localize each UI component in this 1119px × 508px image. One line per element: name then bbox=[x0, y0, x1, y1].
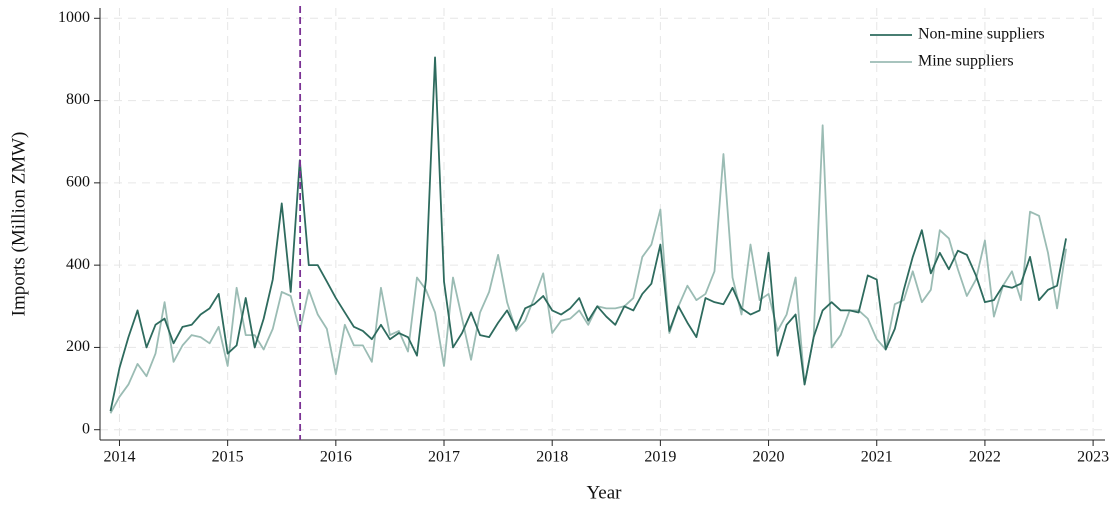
x-tick-label: 2015 bbox=[212, 449, 244, 466]
x-tick-label: 2019 bbox=[644, 449, 676, 466]
series-line bbox=[109, 124, 1067, 414]
y-tick-label: 200 bbox=[66, 338, 90, 355]
x-tick-label: 2021 bbox=[861, 449, 893, 466]
y-tick-label: 400 bbox=[66, 256, 90, 273]
legend-label: Non-mine suppliers bbox=[918, 26, 1045, 43]
x-tick-label: 2020 bbox=[753, 449, 785, 466]
y-tick-label: 600 bbox=[66, 174, 90, 191]
x-tick-label: 2017 bbox=[428, 449, 460, 466]
y-axis-label: Imports (Million ZMW) bbox=[8, 132, 29, 317]
x-tick-label: 2022 bbox=[969, 449, 1001, 466]
x-tick-label: 2014 bbox=[103, 449, 135, 466]
x-tick-label: 2018 bbox=[536, 449, 568, 466]
series-line bbox=[109, 56, 1067, 412]
x-axis-label: Year bbox=[586, 482, 622, 503]
x-tick-label: 2016 bbox=[320, 449, 352, 466]
legend-label: Mine suppliers bbox=[918, 53, 1014, 70]
y-tick-label: 800 bbox=[66, 91, 90, 108]
y-tick-label: 1000 bbox=[58, 9, 90, 26]
y-tick-label: 0 bbox=[82, 420, 90, 437]
x-tick-label: 2023 bbox=[1077, 449, 1109, 466]
